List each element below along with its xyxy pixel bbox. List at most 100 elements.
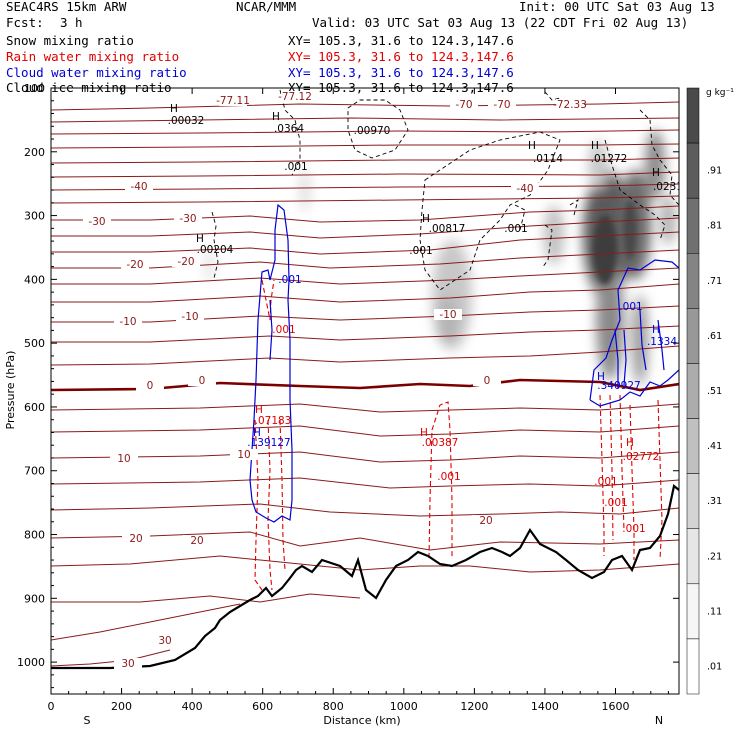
mixing-ratio-label: .001 (594, 476, 617, 488)
label-background (83, 216, 111, 227)
colorbar-label: .71 (707, 276, 722, 287)
label-background (121, 259, 149, 270)
mixing-ratio-label: .340927 (597, 380, 640, 392)
colorbar-swatch (686, 253, 700, 309)
y-tick-label: 500 (24, 337, 45, 350)
label-background (172, 256, 200, 267)
mixing-ratio-label: H (591, 140, 599, 152)
mixing-ratio-label: .00817 (429, 223, 466, 235)
temperature-contour-label: 0 (484, 375, 491, 387)
label-background (136, 380, 164, 391)
field-label-snow: Snow mixing ratio (6, 33, 134, 48)
label-background (174, 213, 202, 224)
temperature-contour-label: -72.33 (553, 99, 587, 111)
y-tick-label: 300 (24, 210, 45, 223)
colorbar-swatch (686, 473, 700, 529)
contour-labels: -77.11 -77.12 -72.33 -70 -70 -40 -40 -30 -30 -20 -… (83, 91, 679, 670)
temperature-contour-label: 20 (479, 515, 492, 527)
mixing-ratio-label: .001 (278, 274, 301, 286)
cloud-ice-contours (211, 89, 679, 291)
temperature-contour-label: -10 (181, 311, 198, 323)
label-background (110, 453, 138, 464)
mixing-ratio-label: .00032 (168, 115, 205, 127)
colorbar: .91 .81 .71 .61 .51 .41 .31 .21 .11 .01 (686, 87, 722, 695)
temperature-contour-label: -10 (439, 309, 456, 321)
temperature-contour-label: -77.12 (278, 91, 312, 103)
field-xy-cloud-water: XY= 105.3, 31.6 to 124.3,147.6 (288, 65, 514, 80)
y-tick-label: 600 (24, 401, 45, 414)
x-tick-label: 1000 (390, 700, 418, 713)
label-background (125, 181, 153, 192)
x-tick-label: 200 (111, 700, 132, 713)
colorbar-swatch (686, 583, 700, 640)
label-background (114, 316, 142, 327)
field-label-rain: Rain water mixing ratio (6, 49, 180, 64)
mixing-ratio-label: H (626, 437, 634, 449)
mixing-ratio-label: .001 (272, 324, 295, 336)
label-background (488, 99, 516, 110)
mixing-ratio-label: .001 (619, 301, 642, 313)
x-tick-label: 1200 (460, 700, 488, 713)
temperature-contour-label: 0 (147, 380, 154, 392)
temperature-contour-label: 20 (129, 533, 142, 545)
mixing-ratio-label: H (528, 140, 536, 152)
mixing-ratio-label: .02772 (623, 451, 660, 463)
colorbar-swatch (686, 87, 700, 144)
x-tick-label: 800 (323, 700, 344, 713)
x-tick-label: 1400 (531, 700, 559, 713)
mixing-ratio-shading-core (593, 200, 637, 285)
mixing-ratio-label: .001 (437, 471, 460, 483)
label-background (230, 449, 258, 460)
x-tick-label: 600 (252, 700, 273, 713)
y-axis-title: Pressure (hPa) (4, 351, 17, 430)
colorbar-swatch (686, 197, 700, 254)
temperature-contour-label: -70 (493, 99, 510, 111)
mixing-ratio-label: .0114 (533, 153, 563, 165)
mixing-ratio-label: H (253, 427, 261, 439)
direction-south: S (84, 714, 91, 727)
colorbar-swatch (686, 308, 700, 364)
field-xy-rain: XY= 105.3, 31.6 to 124.3,147.6 (288, 49, 514, 64)
label-background (450, 99, 478, 110)
mixing-ratio-label: H (272, 111, 280, 123)
center-title: NCAR/MMM (236, 0, 297, 14)
label-background (183, 535, 211, 546)
temperature-contour-label: 30 (158, 635, 171, 647)
colorbar-swatch (686, 363, 700, 419)
colorbar-swatch (686, 418, 700, 474)
mixing-ratio-label: H (652, 324, 660, 336)
temperature-contour-label: -40 (130, 181, 147, 193)
y-tick-label: 100 (24, 82, 45, 95)
mixing-ratio-label: .00387 (422, 437, 459, 449)
forecast-label: Fcst: (6, 15, 44, 30)
mixing-ratio-label: .001 (604, 497, 627, 509)
mixing-ratio-label: H (422, 213, 430, 225)
label-background (151, 635, 179, 646)
label-background (556, 99, 584, 110)
label-background (473, 375, 501, 386)
cloud-water-contours (249, 203, 679, 523)
temperature-contour-label: -30 (88, 216, 105, 228)
colorbar-label: .81 (707, 221, 722, 232)
plot-frame (50, 87, 680, 695)
label-background (434, 309, 462, 320)
temperature-contour-label: -70 (455, 99, 472, 111)
y-tick-label: 400 (24, 273, 45, 286)
label-background (176, 311, 204, 322)
mixing-ratio-label: .1334 (647, 336, 677, 348)
init-time: Init: 00 UTC Sat 03 Aug 13 (519, 0, 715, 14)
x-tick-label: 0 (48, 700, 55, 713)
label-background (219, 95, 247, 106)
temperature-contour-label: 10 (117, 453, 130, 465)
mixing-ratio-label: .001 (622, 523, 645, 535)
valid-time: Valid: 03 UTC Sat 03 Aug 13 (22 CDT Fri … (312, 15, 689, 30)
colorbar-unit: g kg⁻¹ (706, 88, 734, 98)
colorbar-label: .61 (707, 331, 722, 342)
temperature-contour-label: -20 (126, 259, 143, 271)
direction-north: N (655, 714, 663, 727)
y-tick-label: 1000 (17, 656, 45, 669)
temperature-contour-label: 10 (237, 449, 250, 461)
colorbar-swatch (686, 528, 700, 585)
